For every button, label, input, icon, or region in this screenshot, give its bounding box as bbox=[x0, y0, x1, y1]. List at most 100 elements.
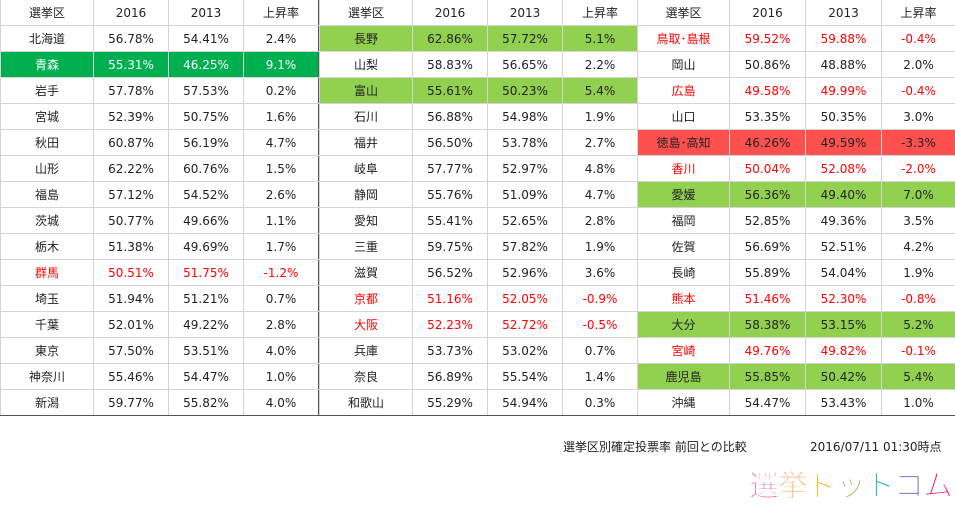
column-header: 上昇率 bbox=[243, 0, 319, 26]
change-rate: 1.1% bbox=[243, 207, 319, 234]
turnout-2016: 55.61% bbox=[412, 77, 488, 104]
district-name: 富山 bbox=[319, 77, 413, 104]
district-row: 群馬 50.51% 51.75% -1.2% bbox=[0, 259, 319, 286]
logo-glyph: 挙 bbox=[777, 469, 809, 504]
change-rate: 0.7% bbox=[243, 285, 319, 312]
change-rate: 3.6% bbox=[562, 259, 638, 286]
change-rate: -0.8% bbox=[881, 285, 955, 312]
turnout-2013: 49.66% bbox=[168, 207, 244, 234]
column-header: 2016 bbox=[729, 0, 806, 26]
district-name: 大阪 bbox=[319, 311, 413, 338]
header-row: 選挙区 2016 2013 上昇率 bbox=[0, 0, 319, 26]
change-rate: 1.9% bbox=[562, 103, 638, 130]
turnout-2013: 51.21% bbox=[168, 285, 244, 312]
turnout-2013: 57.53% bbox=[168, 77, 244, 104]
district-row: 秋田 60.87% 56.19% 4.7% bbox=[0, 129, 319, 156]
change-rate: 4.7% bbox=[243, 129, 319, 156]
district-name: 神奈川 bbox=[0, 363, 94, 390]
district-row: 広島 49.58% 49.99% -0.4% bbox=[637, 77, 955, 104]
change-rate: 4.2% bbox=[881, 233, 955, 260]
district-name: 青森 bbox=[0, 51, 94, 78]
turnout-2013: 54.98% bbox=[487, 103, 563, 130]
district-name: 三重 bbox=[319, 233, 413, 260]
column-header: 選挙区 bbox=[637, 0, 730, 26]
change-rate: 2.8% bbox=[243, 311, 319, 338]
turnout-2013: 50.35% bbox=[805, 103, 882, 130]
district-name: 福井 bbox=[319, 129, 413, 156]
change-rate: 1.5% bbox=[243, 155, 319, 182]
turnout-2013: 52.08% bbox=[805, 155, 882, 182]
change-rate: 0.3% bbox=[562, 389, 638, 416]
district-row: 山形 62.22% 60.76% 1.5% bbox=[0, 155, 319, 182]
district-row: 岩手 57.78% 57.53% 0.2% bbox=[0, 77, 319, 104]
change-rate: 1.9% bbox=[881, 259, 955, 286]
turnout-2016: 51.94% bbox=[93, 285, 169, 312]
turnout-2013: 49.40% bbox=[805, 181, 882, 208]
change-rate: 2.8% bbox=[562, 207, 638, 234]
district-row: 福島 57.12% 54.52% 2.6% bbox=[0, 181, 319, 208]
change-rate: 4.7% bbox=[562, 181, 638, 208]
change-rate: 2.2% bbox=[562, 51, 638, 78]
district-row: 兵庫 53.73% 53.02% 0.7% bbox=[319, 337, 638, 364]
change-rate: 9.1% bbox=[243, 51, 319, 78]
district-row: 神奈川 55.46% 54.47% 1.0% bbox=[0, 363, 319, 390]
results-block-2: 選挙区 2016 2013 上昇率 長野 62.86% 57.72% 5.1% 山梨 58.83%… bbox=[319, 0, 638, 416]
district-row: 奈良 56.89% 55.54% 1.4% bbox=[319, 363, 638, 390]
turnout-2013: 54.94% bbox=[487, 389, 563, 416]
turnout-2013: 48.88% bbox=[805, 51, 882, 78]
district-row: 宮城 52.39% 50.75% 1.6% bbox=[0, 103, 319, 130]
turnout-2016: 54.47% bbox=[729, 389, 806, 416]
column-header: 2016 bbox=[412, 0, 488, 26]
change-rate: 4.0% bbox=[243, 389, 319, 416]
turnout-2016: 57.12% bbox=[93, 181, 169, 208]
district-name: 岩手 bbox=[0, 77, 94, 104]
district-row: 岐阜 57.77% 52.97% 4.8% bbox=[319, 155, 638, 182]
turnout-2016: 50.51% bbox=[93, 259, 169, 286]
turnout-2016: 49.58% bbox=[729, 77, 806, 104]
footer-title: 選挙区別確定投票率 前回との比較 bbox=[563, 440, 747, 454]
turnout-2013: 52.05% bbox=[487, 285, 563, 312]
change-rate: 0.7% bbox=[562, 337, 638, 364]
column-header: 選挙区 bbox=[319, 0, 413, 26]
district-name: 福岡 bbox=[637, 207, 730, 234]
turnout-2016: 52.01% bbox=[93, 311, 169, 338]
turnout-2016: 56.78% bbox=[93, 25, 169, 52]
logo-glyph: コ bbox=[894, 469, 924, 504]
turnout-2016: 55.76% bbox=[412, 181, 488, 208]
turnout-2013: 53.15% bbox=[805, 311, 882, 338]
district-name: 福島 bbox=[0, 181, 94, 208]
results-block-3: 選挙区 2016 2013 上昇率 鳥取･島根 59.52% 59.88% -0.4% 岡山 50… bbox=[637, 0, 955, 416]
column-header: 上昇率 bbox=[562, 0, 638, 26]
change-rate: 5.1% bbox=[562, 25, 638, 52]
change-rate: 3.5% bbox=[881, 207, 955, 234]
district-row: 石川 56.88% 54.98% 1.9% bbox=[319, 103, 638, 130]
turnout-2013: 50.23% bbox=[487, 77, 563, 104]
change-rate: 4.0% bbox=[243, 337, 319, 364]
header-row: 選挙区 2016 2013 上昇率 bbox=[319, 0, 638, 26]
change-rate: 1.0% bbox=[243, 363, 319, 390]
turnout-2013: 52.65% bbox=[487, 207, 563, 234]
district-name: 熊本 bbox=[637, 285, 730, 312]
turnout-2016: 60.87% bbox=[93, 129, 169, 156]
district-name: 群馬 bbox=[0, 259, 94, 286]
district-name: 茨城 bbox=[0, 207, 94, 234]
district-name: 東京 bbox=[0, 337, 94, 364]
column-header: 上昇率 bbox=[881, 0, 955, 26]
change-rate: 1.7% bbox=[243, 233, 319, 260]
district-row: 栃木 51.38% 49.69% 1.7% bbox=[0, 233, 319, 260]
turnout-2013: 49.22% bbox=[168, 311, 244, 338]
district-name: 兵庫 bbox=[319, 337, 413, 364]
change-rate: 0.2% bbox=[243, 77, 319, 104]
turnout-2016: 55.29% bbox=[412, 389, 488, 416]
district-name: 長野 bbox=[319, 25, 413, 52]
turnout-2013: 57.82% bbox=[487, 233, 563, 260]
district-name: 山形 bbox=[0, 155, 94, 182]
district-row: 福岡 52.85% 49.36% 3.5% bbox=[637, 207, 955, 234]
turnout-2016: 56.69% bbox=[729, 233, 806, 260]
change-rate: -0.9% bbox=[562, 285, 638, 312]
district-row: 佐賀 56.69% 52.51% 4.2% bbox=[637, 233, 955, 260]
district-row: 三重 59.75% 57.82% 1.9% bbox=[319, 233, 638, 260]
turnout-2013: 52.96% bbox=[487, 259, 563, 286]
change-rate: 5.4% bbox=[881, 363, 955, 390]
change-rate: 7.0% bbox=[881, 181, 955, 208]
